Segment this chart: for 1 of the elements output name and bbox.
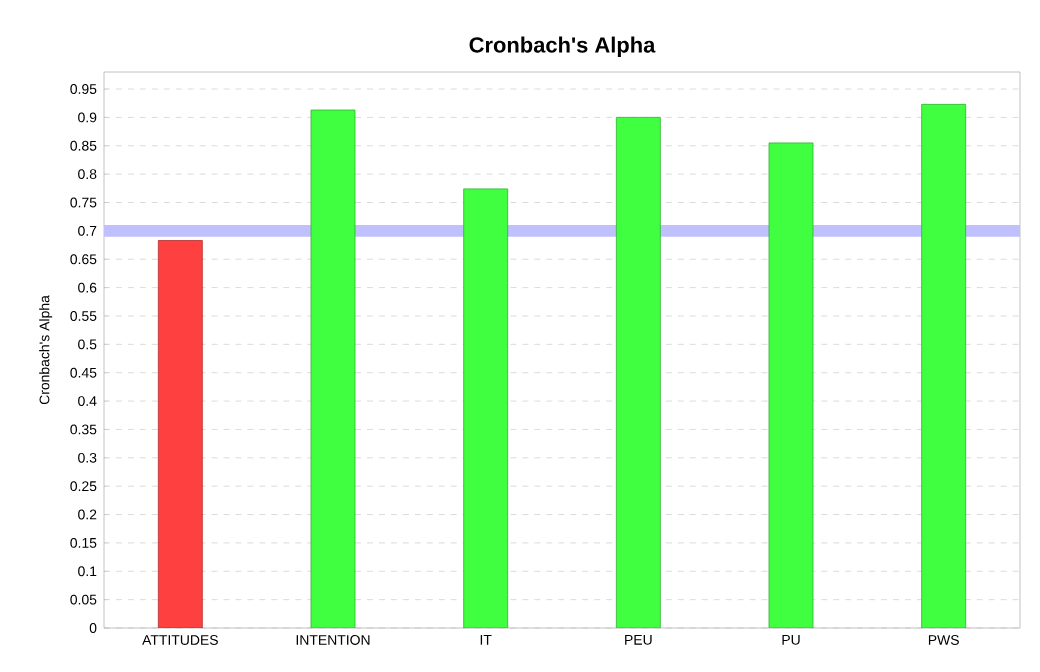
chart-title: Cronbach's Alpha (469, 36, 656, 57)
